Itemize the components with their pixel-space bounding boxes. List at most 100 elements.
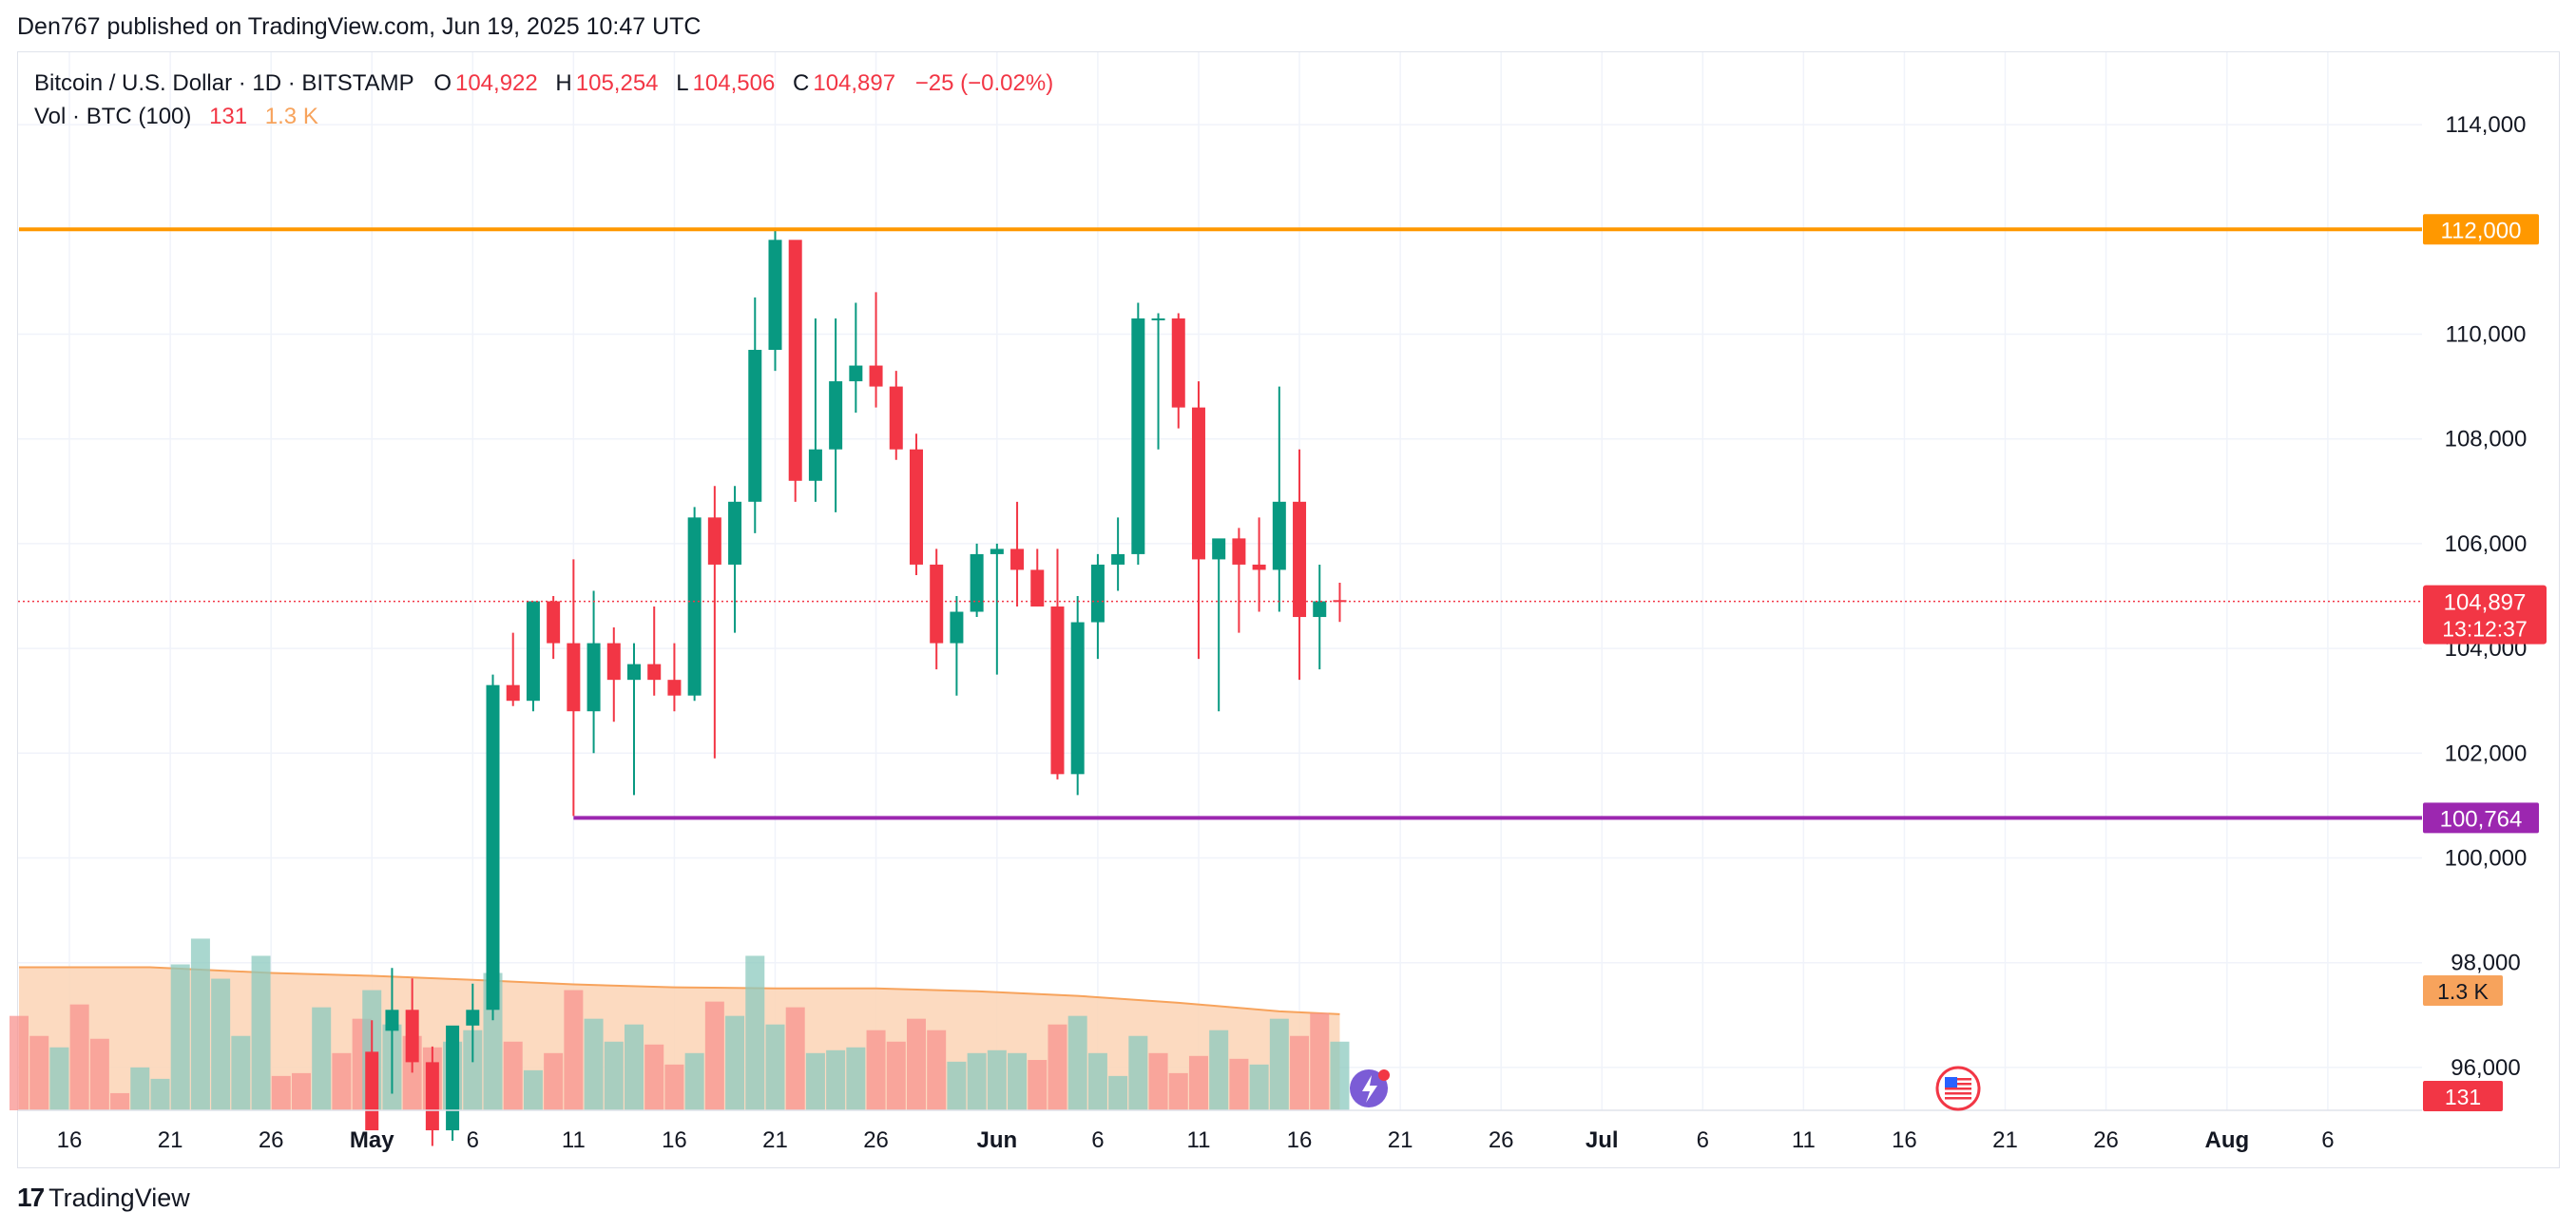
grid-layer <box>18 52 2422 1110</box>
volume-bar <box>745 955 765 1110</box>
volume-bar <box>967 1052 987 1110</box>
candle-body <box>647 664 662 681</box>
low-value: 104,506 <box>692 70 776 96</box>
volume-bar <box>1008 1052 1028 1110</box>
volume-bar <box>1087 1052 1107 1110</box>
volume-bar <box>785 1007 805 1110</box>
candle-body <box>1171 318 1185 408</box>
x-tick-label: 6 <box>2321 1127 2334 1153</box>
volume-bar <box>1067 1015 1087 1110</box>
volume-bar <box>866 1030 886 1110</box>
volume-label[interactable]: Vol · BTC (100) <box>34 104 192 129</box>
volume-bar <box>644 1044 664 1110</box>
volume-layer <box>10 938 1350 1110</box>
line-layer <box>18 227 2422 820</box>
volume-bar <box>1249 1064 1269 1110</box>
candle-body <box>506 684 520 702</box>
candle-body <box>667 680 682 696</box>
candle-body <box>1212 538 1226 560</box>
candle-body <box>768 240 782 351</box>
volume-bar <box>947 1061 967 1110</box>
volume-bar <box>463 1030 483 1110</box>
volume-bar <box>927 1030 947 1110</box>
candle-body <box>1191 407 1205 560</box>
volume-bar <box>1330 1041 1350 1110</box>
candle-layer <box>365 229 1347 1146</box>
volume-bar <box>130 1067 150 1110</box>
y-tick-label: 106,000 <box>2445 531 2528 557</box>
volume-bar <box>1290 1035 1310 1110</box>
x-tick-label: 21 <box>1992 1127 2018 1153</box>
candle-body <box>586 643 601 712</box>
tradingview-brand: TradingView <box>48 1183 190 1212</box>
candle-body <box>1293 501 1307 618</box>
volume-bar <box>49 1047 69 1110</box>
ai-spark-icon[interactable] <box>1350 1069 1390 1107</box>
close-value: 104,897 <box>813 70 896 96</box>
y-tick-label: 98,000 <box>2451 951 2520 976</box>
tradingview-logo-icon: 17 <box>17 1183 45 1212</box>
flag-stripe <box>1945 1083 1971 1086</box>
candle-body <box>687 517 702 696</box>
candle-body <box>446 1025 460 1131</box>
candle-body <box>1272 501 1286 570</box>
volume-row: Vol · BTC (100) 131 1.3 K <box>34 100 1057 133</box>
x-tick-label: 16 <box>662 1127 687 1153</box>
chart-legend: Bitcoin / U.S. Dollar · 1D · BITSTAMP O 1… <box>34 67 1057 133</box>
volume-bar <box>1229 1058 1249 1110</box>
us-flag-event-icon[interactable] <box>1935 1066 1981 1111</box>
chart-frame <box>17 51 2560 1168</box>
tradingview-logo[interactable]: 17 TradingView <box>17 1183 190 1213</box>
candle-body <box>1131 318 1145 554</box>
volume-bar <box>625 1024 644 1110</box>
volume-bar <box>1188 1055 1208 1110</box>
x-tick-label: 21 <box>158 1127 183 1153</box>
candle-body <box>990 549 1004 554</box>
change-value: −25 (−0.02%) <box>914 70 1054 96</box>
symbol-label[interactable]: Bitcoin / U.S. Dollar · 1D · BITSTAMP <box>34 70 414 96</box>
volume-bar <box>1310 1012 1330 1110</box>
volume-bar <box>684 1052 704 1110</box>
candle-body <box>829 381 843 450</box>
volume-bar <box>725 1015 745 1110</box>
flag-stripe <box>1945 1097 1971 1100</box>
volume-bar <box>10 1015 29 1110</box>
volume-bar <box>211 978 231 1110</box>
candle-body <box>365 1051 379 1131</box>
candle-body <box>606 643 621 681</box>
flag-stripe <box>1945 1088 1971 1090</box>
volume-bar <box>231 1035 251 1110</box>
volume-bar <box>150 1078 170 1110</box>
volume-bar <box>604 1041 624 1110</box>
x-tick-label: 26 <box>863 1127 889 1153</box>
high-label: H <box>555 70 572 96</box>
volume-ma-value: 1.3 K <box>264 104 318 129</box>
candle-body <box>808 449 822 481</box>
volume-bar <box>69 1004 89 1110</box>
x-tick-label: 11 <box>1187 1127 1211 1153</box>
flag-canton <box>1945 1077 1957 1088</box>
volume-ma-line <box>19 966 1340 1015</box>
open-label: O <box>433 70 452 96</box>
y-tick-label: 108,000 <box>2445 427 2528 452</box>
volume-bar <box>190 938 210 1110</box>
ohlc-row: Bitcoin / U.S. Dollar · 1D · BITSTAMP O 1… <box>34 67 1057 100</box>
resistance-badge-label: 112,000 <box>2441 218 2522 243</box>
candle-body <box>1090 564 1105 623</box>
volume-bar <box>271 1075 291 1110</box>
volume-bar <box>1168 1072 1188 1110</box>
volume-axis-label: 1.3 K <box>2437 979 2489 1004</box>
notification-dot-icon <box>1378 1069 1390 1081</box>
volume-bar <box>584 1018 604 1110</box>
volume-value: 131 <box>209 104 248 129</box>
candle-body <box>1151 318 1165 320</box>
bolt-icon <box>1362 1075 1377 1103</box>
y-tick-label: 102,000 <box>2445 741 2528 766</box>
candle-body <box>909 449 923 565</box>
candle-body <box>1313 601 1327 618</box>
x-tick-label: 16 <box>1892 1127 1917 1153</box>
volume-bar <box>29 1035 49 1110</box>
volume-bar <box>523 1069 543 1110</box>
